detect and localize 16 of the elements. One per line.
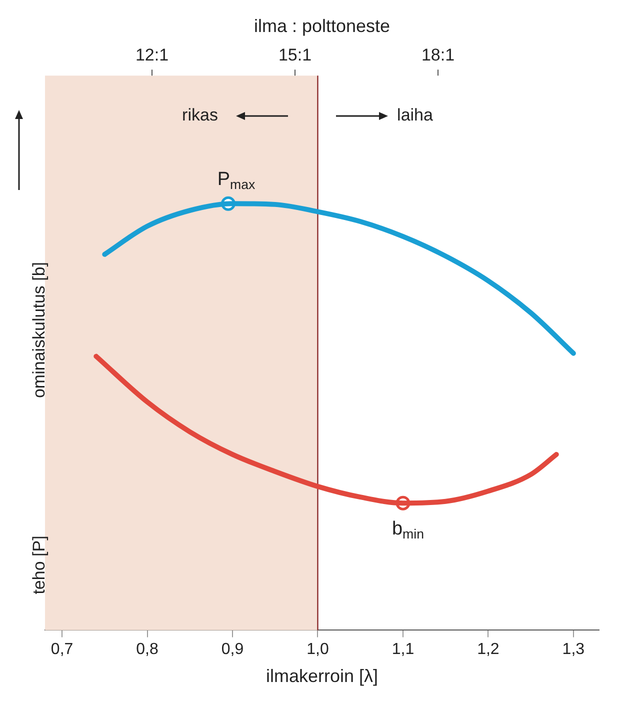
x-tick-label: 0,9 [221,641,244,658]
x-tick-label: 1,3 [562,641,585,658]
x-tick-label: 1,2 [477,641,500,658]
x-tick-label: 1,1 [392,641,414,658]
x-tick-label: 1,0 [306,641,329,658]
x-tick-label: 0,7 [50,641,74,658]
chart-title: ilma : polttoneste [254,16,390,36]
text: rikas [182,106,218,125]
y-axis-title: ominaiskulutus [b] [30,262,49,398]
x-axis-title: ilmakerroin [λ] [266,666,378,686]
text: laiha [397,106,434,125]
text: 15:1 [278,46,312,65]
x-tick-label: 0,8 [136,641,158,658]
text: 12:1 [135,46,169,65]
text: 18:1 [421,46,455,65]
annotation: teho [P] [30,536,49,594]
